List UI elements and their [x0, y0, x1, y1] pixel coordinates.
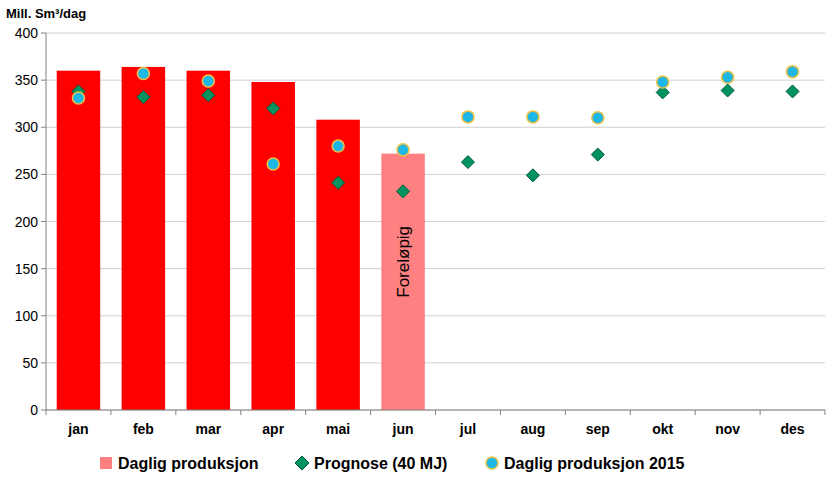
- plot-area: [57, 66, 799, 410]
- x-tick: [46, 410, 47, 415]
- y-tick-label: 250: [15, 166, 39, 182]
- circle-marker: [592, 112, 604, 124]
- x-tick-label: des: [780, 421, 804, 437]
- diamond-marker: [202, 89, 215, 102]
- x-tick-label: sep: [586, 421, 610, 437]
- diamond-marker: [786, 85, 799, 98]
- y-tick: [41, 362, 46, 363]
- y-tick-label: 0: [30, 402, 38, 418]
- x-tick: [240, 410, 241, 415]
- y-tick: [41, 80, 46, 81]
- bar: [187, 71, 230, 410]
- legend-swatch: [295, 456, 309, 470]
- x-tick: [175, 410, 176, 415]
- bar: [251, 82, 294, 410]
- chart: 0 50 100 150 200 250 300 350 400 Mill. Sm³/dag For…: [0, 0, 830, 482]
- x-tick: [760, 410, 761, 415]
- bar: [122, 67, 165, 410]
- circle-marker: [397, 144, 409, 156]
- bar: [57, 71, 100, 410]
- x-tick-label: okt: [652, 421, 673, 437]
- diamond-marker: [461, 156, 474, 169]
- bar: [316, 120, 359, 410]
- y-axis-label: Mill. Sm³/dag: [6, 6, 86, 21]
- circle-marker: [657, 76, 669, 88]
- x-tick: [435, 410, 436, 415]
- diamond-marker: [721, 84, 734, 97]
- y-tick: [41, 315, 46, 316]
- circle-marker: [72, 92, 84, 104]
- y-tick: [41, 410, 46, 411]
- y-tick: [41, 127, 46, 128]
- circle-marker: [267, 158, 279, 170]
- y-tick: [41, 221, 46, 222]
- x-tick: [825, 410, 826, 415]
- circle-marker: [202, 75, 214, 87]
- x-tick-label: jun: [392, 421, 414, 437]
- x-tick-label: mai: [326, 421, 350, 437]
- legend-label: Prognose (40 MJ): [314, 455, 447, 472]
- legend-label: Daglig produksjon: [118, 455, 258, 472]
- y-tick: [41, 268, 46, 269]
- x-tick-label: nov: [715, 421, 740, 437]
- circle-marker: [332, 140, 344, 152]
- x-tick-label: jul: [459, 421, 476, 437]
- x-tick: [110, 410, 111, 415]
- diamond-marker: [591, 148, 604, 161]
- y-axis: [46, 33, 47, 410]
- y-tick-label: 400: [15, 25, 39, 41]
- diamond-marker: [526, 169, 539, 182]
- circle-marker: [137, 68, 149, 80]
- x-tick-label: apr: [262, 421, 284, 437]
- annotation: Foreløpig: [394, 226, 413, 298]
- x-tick: [370, 410, 371, 415]
- x-tick: [305, 410, 306, 415]
- x-tick: [695, 410, 696, 415]
- legend-swatch: [100, 457, 112, 469]
- diamond-marker: [332, 176, 345, 189]
- x-tick-label: mar: [195, 421, 221, 437]
- circle-marker: [527, 111, 539, 123]
- legend-label: Daglig produksjon 2015: [504, 455, 685, 472]
- diamond-marker: [397, 185, 410, 198]
- x-tick: [630, 410, 631, 415]
- y-tick-label: 150: [15, 261, 39, 277]
- y-tick-label: 100: [15, 308, 39, 324]
- y-tick-label: 50: [22, 355, 38, 371]
- diamond-marker: [267, 102, 280, 115]
- y-tick-label: 200: [15, 214, 39, 230]
- circle-marker: [722, 71, 734, 83]
- x-tick: [500, 410, 501, 415]
- circle-marker: [787, 66, 799, 78]
- bar: [381, 154, 424, 410]
- x-tick-label: aug: [520, 421, 545, 437]
- circle-marker: [462, 111, 474, 123]
- x-tick: [565, 410, 566, 415]
- y-tick-label: 350: [15, 72, 39, 88]
- y-tick-label: 300: [15, 119, 39, 135]
- x-tick-label: jan: [67, 421, 88, 437]
- y-tick: [41, 33, 46, 34]
- grid-line: [46, 33, 825, 34]
- legend-swatch: [486, 457, 498, 469]
- y-tick: [41, 174, 46, 175]
- x-tick-label: feb: [133, 421, 154, 437]
- diamond-marker: [137, 91, 150, 104]
